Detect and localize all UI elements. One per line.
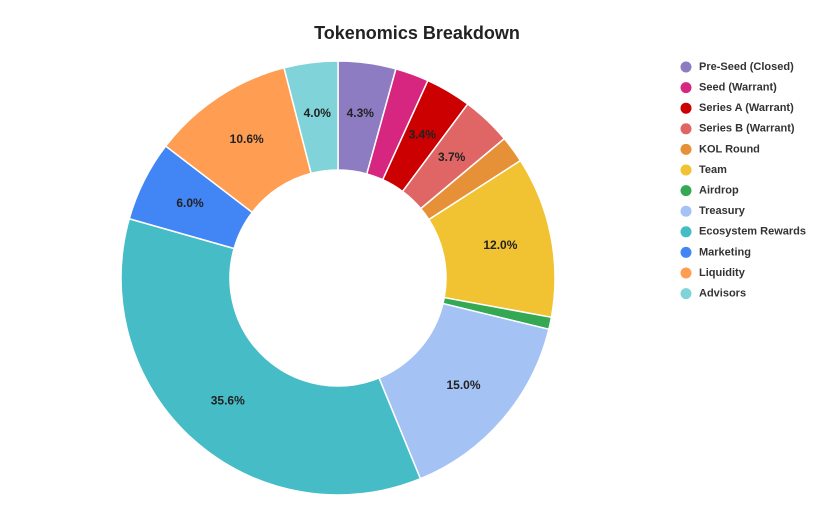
slice-label: 12.0% [483,238,517,252]
slice-label: 35.6% [211,394,245,408]
legend-label: Pre-Seed (Closed) [699,61,794,73]
legend-label: Liquidity [699,267,746,279]
legend-label: Marketing [699,246,751,258]
legend-label: Series B (Warrant) [699,123,795,135]
legend-marker [680,82,692,94]
legend-marker [680,123,692,135]
legend-marker [680,61,692,73]
slice-label: 6.0% [176,196,204,210]
legend-label: Airdrop [699,185,739,197]
legend-marker [680,288,692,300]
legend-label: Seed (Warrant) [699,82,777,94]
legend-marker [680,226,692,238]
legend-label: Treasury [699,205,746,217]
slice-label: 4.3% [347,106,375,120]
slice [283,60,339,175]
legend-marker [680,143,692,155]
slice [378,302,550,480]
legend-marker [680,246,692,258]
legend-label: Series A (Warrant) [699,102,794,114]
slice-label: 3.4% [409,128,437,142]
legend-label: Advisors [699,288,746,300]
slice-label: 15.0% [446,378,480,392]
slice-label: 3.7% [438,150,466,164]
slice-label: 10.6% [230,132,264,146]
legend-label: Ecosystem Rewards [699,226,806,238]
legend-label: Team [699,164,727,176]
legend-marker [680,185,692,197]
legend-label: KOL Round [699,143,760,155]
legend-marker [680,164,692,176]
slice-label: 4.0% [304,106,332,120]
legend-marker [680,205,692,217]
slice [120,217,422,496]
legend-marker [680,102,692,114]
legend-marker [680,267,692,279]
chart-title: Tokenomics Breakdown [314,23,520,43]
